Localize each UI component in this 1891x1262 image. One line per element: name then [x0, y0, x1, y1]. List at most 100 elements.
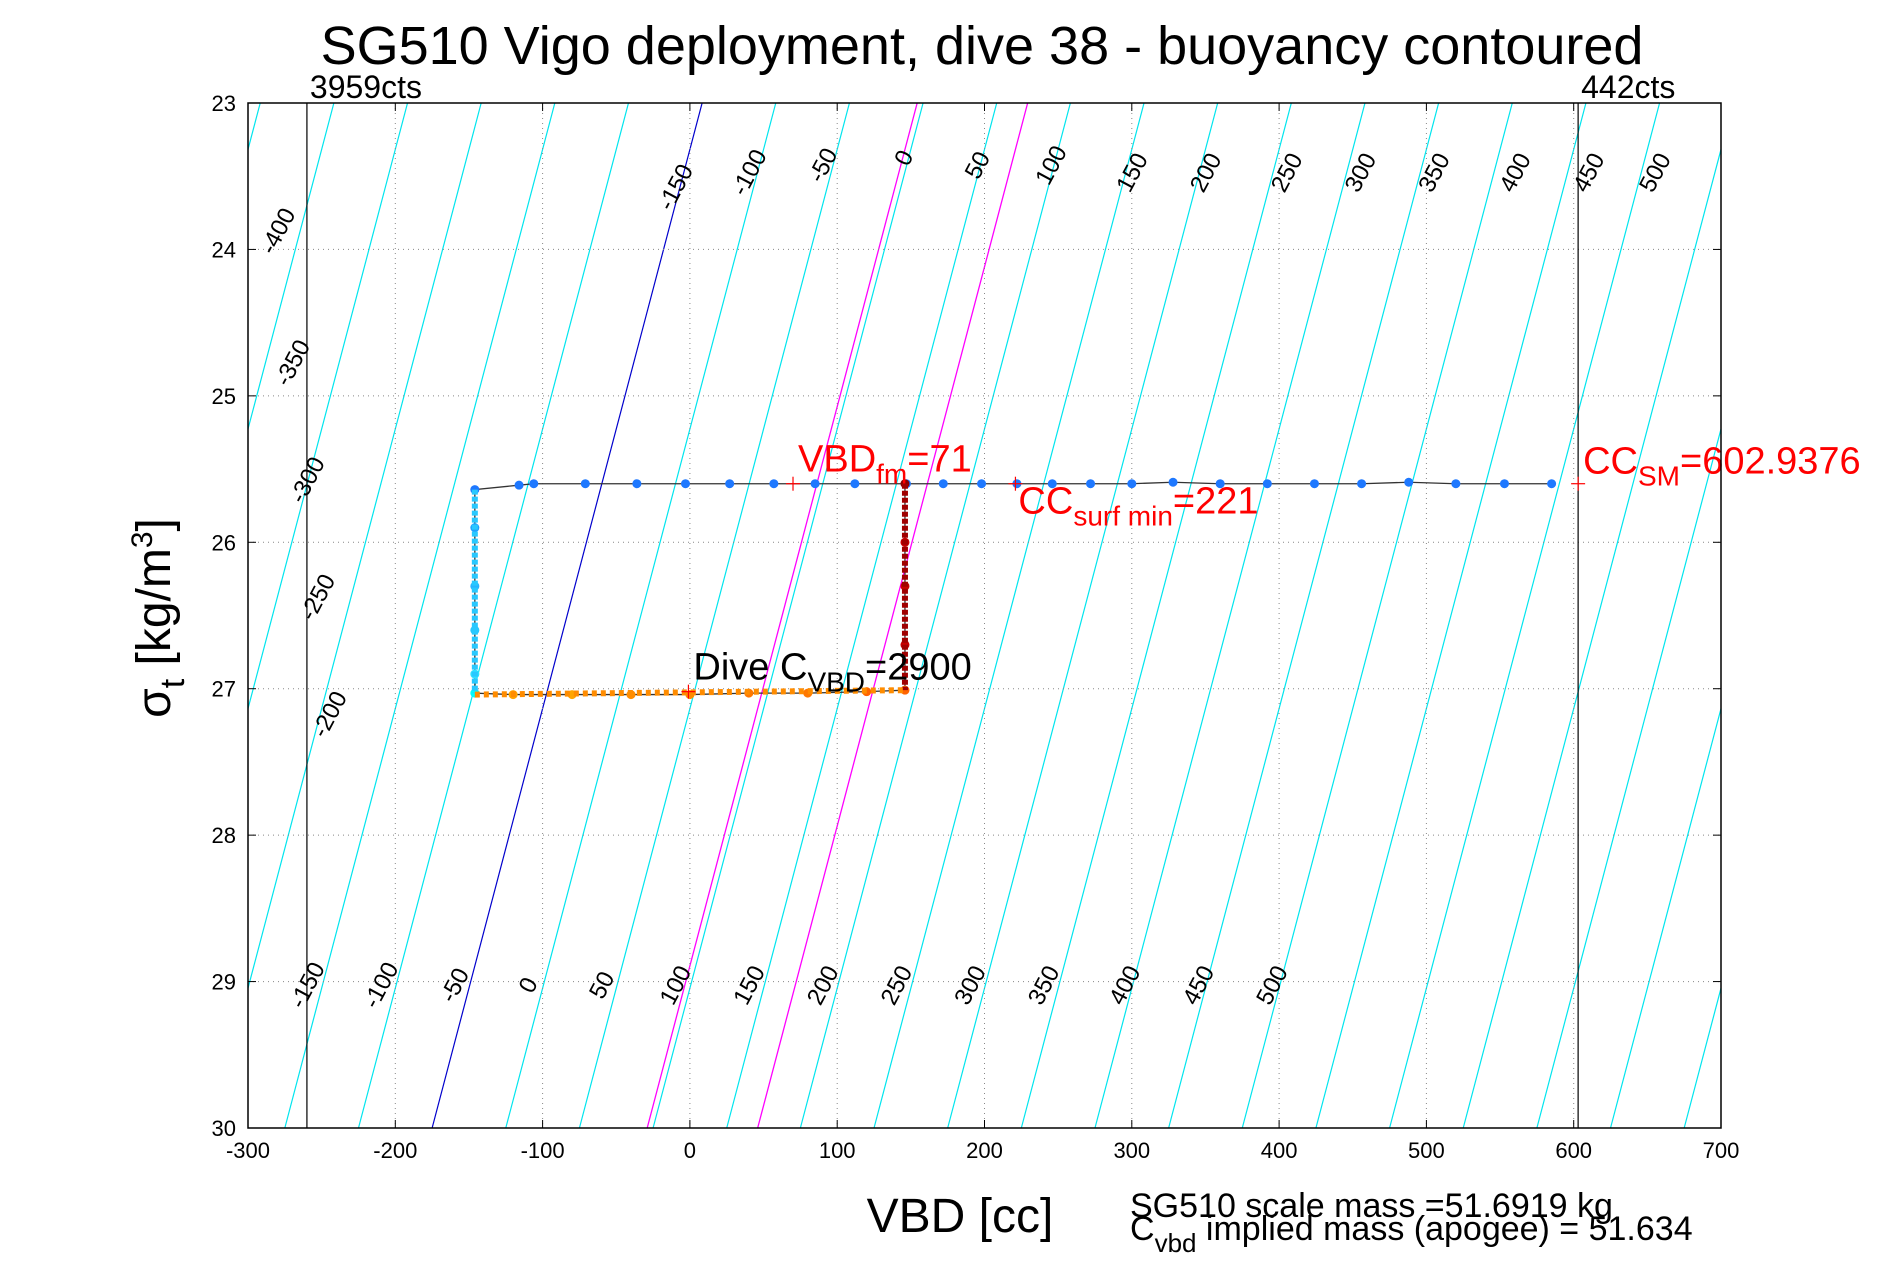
- highlight-contour-line: [646, 102, 918, 1129]
- contour-label-bottom: 250: [876, 961, 919, 1009]
- contour-label-top: 450: [1568, 149, 1611, 197]
- contour-label-bottom: 50: [584, 967, 620, 1003]
- implied-mass-sub: vbd: [1155, 1228, 1197, 1258]
- reference-line-label: 442cts: [1581, 69, 1675, 105]
- x-tick-label: 500: [1408, 1138, 1445, 1163]
- y-axis-label-sub: t: [154, 678, 192, 688]
- contour-label-bottom: 450: [1178, 961, 1221, 1009]
- dive-point: [1499, 479, 1509, 489]
- y-tick-label: 28: [212, 823, 236, 848]
- dive-point: [580, 479, 590, 489]
- contour-line: [873, 102, 1145, 1129]
- dive-point: [1451, 479, 1461, 489]
- marker-label: Dive CVBD=2900: [693, 647, 971, 698]
- dive-point: [529, 479, 539, 489]
- annotations: -400-350-300-250-200-150 -100 -50 0 50 100 150…: [255, 141, 1861, 1013]
- buoyancy-contours: [247, 102, 1722, 1129]
- y-tick-label: 26: [212, 530, 236, 555]
- contour-label-top: 50: [960, 147, 996, 183]
- contour-line: [247, 102, 261, 150]
- contour-label-bottom: -150: [284, 958, 330, 1013]
- reference-line-label: 3959cts: [310, 69, 422, 105]
- contour-line: [1315, 102, 1587, 1129]
- svg-text:σt [kg/m3]: σt [kg/m3]: [126, 518, 192, 718]
- contour-line: [1094, 102, 1366, 1129]
- marker-label: CCSM=602.9376: [1583, 441, 1861, 492]
- implied-mass-main: C: [1130, 1210, 1155, 1248]
- y-axis-ticks: 23 24 25 26 27 28 29 30: [212, 91, 1721, 1141]
- y-tick-label: 25: [212, 384, 236, 409]
- y-axis-label-close: ]: [128, 518, 181, 531]
- dive-track: [470, 477, 1557, 700]
- contour-line: [247, 102, 482, 989]
- marker-label: VBDfm=71: [798, 439, 972, 490]
- contour-label-top: 200: [1185, 149, 1228, 197]
- contour-label-top: 150: [1111, 149, 1154, 197]
- contour-line: [1168, 102, 1440, 1129]
- contour-line: [357, 102, 630, 1129]
- contour-line: [505, 102, 777, 1129]
- contour-label-top: -100: [726, 145, 772, 200]
- x-tick-label: 600: [1555, 1138, 1592, 1163]
- contour-label-bottom: 350: [1023, 961, 1066, 1009]
- contour-label-bottom: -100: [358, 958, 404, 1013]
- dive-point: [769, 479, 779, 489]
- y-axis-label-unit: [kg/m: [128, 548, 181, 679]
- x-axis-label: VBD [cc]: [867, 1190, 1054, 1243]
- dive-point: [1168, 477, 1178, 487]
- x-tick-label: 300: [1113, 1138, 1150, 1163]
- dive-point: [938, 479, 948, 489]
- contour-line: [431, 102, 703, 1129]
- contour-line: [1536, 428, 1722, 1129]
- x-tick-label: -300: [226, 1138, 270, 1163]
- highlight-contour-line: [757, 102, 1029, 1129]
- chart-title: SG510 Vigo deployment, dive 38 - buoyanc…: [321, 16, 1644, 76]
- x-tick-label: 200: [966, 1138, 1003, 1163]
- contour-line: [652, 102, 924, 1129]
- contour-label-top: -300: [284, 453, 330, 508]
- x-tick-label: -200: [373, 1138, 417, 1163]
- y-axis-label-main: σ: [128, 688, 181, 718]
- contour-label-top: -200: [307, 687, 353, 742]
- dive-point: [1357, 479, 1367, 489]
- x-tick-label: 400: [1261, 1138, 1298, 1163]
- contour-label-bottom: 100: [655, 961, 698, 1009]
- x-tick-label: 100: [819, 1138, 856, 1163]
- contour-line: [1462, 149, 1722, 1129]
- contour-label-bottom: 0: [514, 973, 544, 997]
- contour-line: [1241, 102, 1513, 1129]
- contour-line: [1020, 102, 1292, 1129]
- dive-point: [632, 479, 642, 489]
- y-tick-label: 30: [212, 1116, 236, 1141]
- dive-point: [514, 480, 524, 490]
- contour-label-top: 350: [1413, 149, 1456, 197]
- contour-line: [247, 102, 409, 709]
- contour-line: [726, 102, 998, 1129]
- contour-line: [1609, 708, 1722, 1129]
- contour-label-top: -150: [653, 160, 699, 215]
- contour-label-top: -350: [270, 336, 316, 391]
- y-tick-label: 24: [212, 237, 236, 262]
- contour-label-bottom: -50: [435, 964, 475, 1007]
- dive-track-line: [474, 481, 1552, 696]
- contour-label-top: 100: [1030, 141, 1073, 189]
- contour-label-top: 300: [1340, 149, 1383, 197]
- dive-point: [1404, 477, 1414, 487]
- contour-label-bottom: 300: [949, 961, 992, 1009]
- contour-label-bottom: 200: [802, 961, 845, 1009]
- dive-point: [1309, 479, 1319, 489]
- contour-label-top: 250: [1266, 149, 1309, 197]
- dive-point: [680, 479, 690, 489]
- x-axis-ticks: -300 -200 -100 0 100 200 300 400 500 600 700: [226, 103, 1739, 1163]
- dive-point: [1127, 479, 1137, 489]
- contour-label-top: 400: [1494, 149, 1537, 197]
- y-tick-label: 27: [212, 677, 236, 702]
- dive-point: [1047, 479, 1057, 489]
- x-tick-label: 0: [684, 1138, 696, 1163]
- contour-line: [1683, 988, 1722, 1129]
- x-tick-label: -100: [521, 1138, 565, 1163]
- marker-label: CCsurf min=221: [1018, 481, 1258, 532]
- dive-point: [1086, 479, 1096, 489]
- dive-point: [1215, 479, 1225, 489]
- contour-line: [799, 102, 1071, 1129]
